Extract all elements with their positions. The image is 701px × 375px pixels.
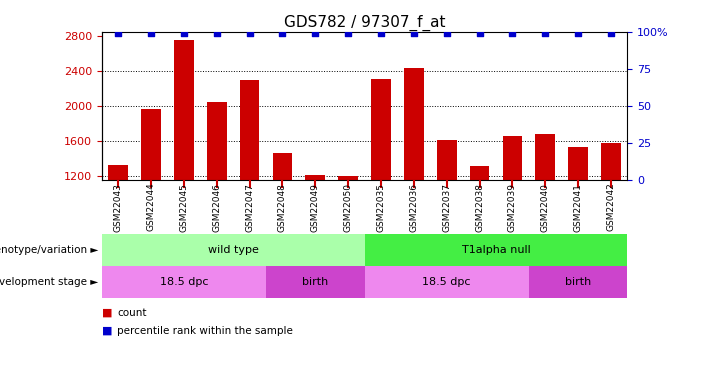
Text: GSM22044: GSM22044 [147,183,156,231]
Bar [207,102,226,180]
Text: GSM22042: GSM22042 [606,183,615,231]
Bar [102,234,365,266]
Point [606,30,617,36]
Bar [102,266,266,298]
Text: GSM22048: GSM22048 [278,183,287,232]
Point [540,30,551,36]
Point [178,30,189,36]
Point [277,30,288,36]
Point [145,30,156,36]
Point [441,30,452,36]
Bar [141,108,161,180]
Text: 18.5 dpc: 18.5 dpc [423,277,471,287]
Text: GSM22036: GSM22036 [409,183,418,232]
Bar [240,80,259,180]
Text: GSM22041: GSM22041 [573,183,583,232]
Text: wild type: wild type [207,245,259,255]
Bar [503,136,522,180]
Bar [536,134,555,180]
Text: T1alpha null: T1alpha null [461,245,531,255]
Bar [529,266,627,298]
Text: GSM22039: GSM22039 [508,183,517,232]
Text: GSM22043: GSM22043 [114,183,123,232]
Text: GSM22038: GSM22038 [475,183,484,232]
Text: ■: ■ [102,326,112,336]
Point [112,30,123,36]
Point [244,30,255,36]
Bar [569,147,588,180]
Point [343,30,354,36]
Text: GSM22040: GSM22040 [540,183,550,232]
Text: GSM22045: GSM22045 [179,183,189,232]
Bar [404,68,423,180]
Text: ■: ■ [102,308,112,318]
Text: GSM22046: GSM22046 [212,183,221,232]
Text: GSM22037: GSM22037 [442,183,451,232]
Text: genotype/variation ►: genotype/variation ► [0,245,98,255]
Bar [266,266,365,298]
Point [375,30,386,36]
Text: 18.5 dpc: 18.5 dpc [160,277,208,287]
Bar [339,176,358,180]
Bar [470,166,489,180]
Bar [108,165,128,180]
Text: birth: birth [565,277,591,287]
Point [573,30,584,36]
Bar [601,142,621,180]
Title: GDS782 / 97307_f_at: GDS782 / 97307_f_at [284,14,445,30]
Text: count: count [117,308,147,318]
Bar [365,266,529,298]
Bar [174,40,193,180]
Text: percentile rank within the sample: percentile rank within the sample [117,326,293,336]
Bar [306,175,325,180]
Point [310,30,321,36]
Text: GSM22050: GSM22050 [343,183,353,232]
Point [507,30,518,36]
Text: GSM22047: GSM22047 [245,183,254,232]
Point [474,30,485,36]
Point [211,30,222,36]
Point [408,30,419,36]
Bar [273,153,292,180]
Text: birth: birth [302,277,328,287]
Bar [365,234,627,266]
Bar [371,79,391,180]
Text: development stage ►: development stage ► [0,277,98,287]
Bar [437,140,456,180]
Text: GSM22049: GSM22049 [311,183,320,232]
Text: GSM22035: GSM22035 [376,183,386,232]
